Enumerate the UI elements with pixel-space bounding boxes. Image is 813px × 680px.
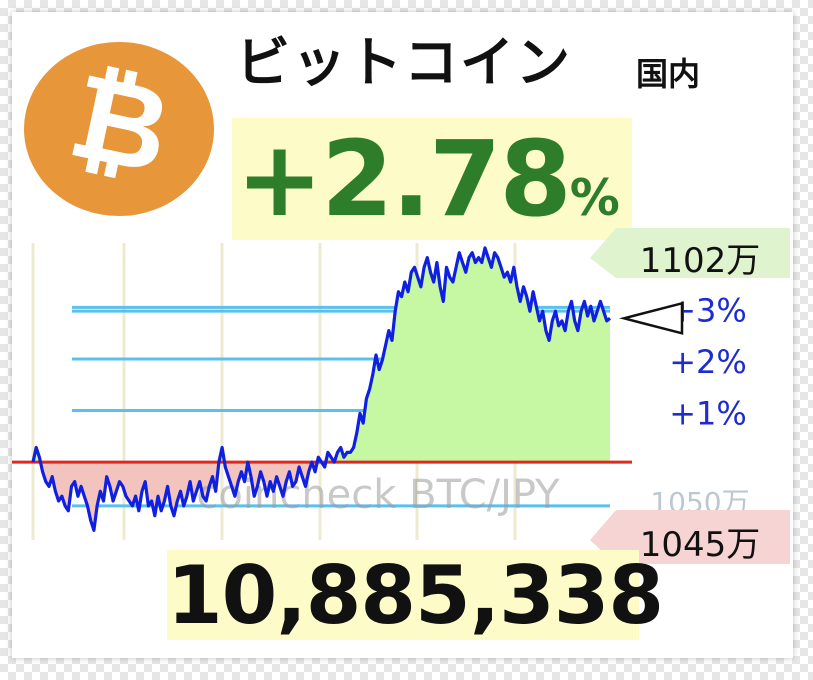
low-label: 1045万 (640, 525, 761, 565)
change-highlight (232, 118, 632, 240)
current-price-marker (619, 301, 684, 335)
bitcoin-icon: ₿ (24, 42, 214, 216)
market-label: 国内 (636, 55, 701, 93)
low-label-box (590, 510, 790, 564)
pct-label-2: +1% (669, 395, 747, 433)
high-label: 1102万 (640, 241, 761, 281)
price-highlight (167, 550, 639, 640)
pct-label-1: +2% (669, 343, 747, 381)
current-price: 10,885,338 (167, 549, 664, 642)
price-line (31, 246, 612, 532)
change-unit: % (569, 169, 620, 227)
asset-title: ビットコイン (236, 31, 572, 94)
high-label-box (590, 228, 790, 278)
watermark: coincheck BTC/JPY (196, 472, 560, 518)
change-number: +2.78 (236, 118, 572, 240)
gain-area (33, 247, 610, 463)
loss-area (33, 462, 610, 531)
change-percent: +2.78% (236, 124, 628, 234)
